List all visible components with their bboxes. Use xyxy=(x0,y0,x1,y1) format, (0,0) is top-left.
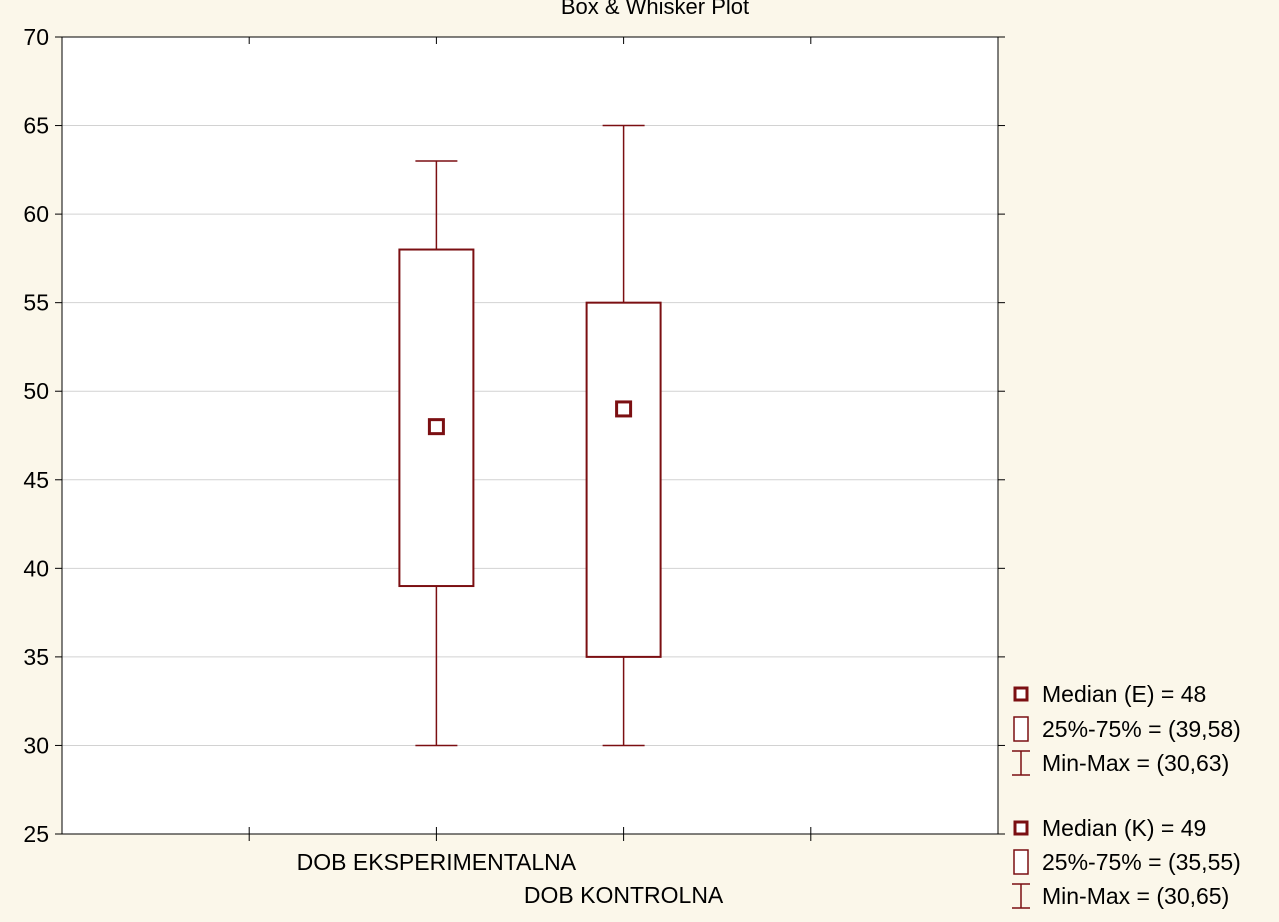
plot-frame xyxy=(61,36,999,835)
legend-label: 25%-75% = (35,55) xyxy=(1042,849,1241,875)
median-marker xyxy=(427,418,445,436)
legend: Median (E) = 48 25%-75% = (39,58) Min-Max … xyxy=(1012,681,1241,909)
legend-label: Min-Max = (30,63) xyxy=(1042,750,1229,776)
y-tick-label: 55 xyxy=(23,290,49,316)
legend-label: Median (E) = 48 xyxy=(1042,681,1206,707)
grid-lines xyxy=(62,125,998,746)
legend-label: 25%-75% = (39,58) xyxy=(1042,716,1241,742)
y-tick-label: 25 xyxy=(23,821,49,847)
legend-label: Min-Max = (30,65) xyxy=(1042,883,1229,909)
y-tick-label: 40 xyxy=(23,555,49,581)
legend-label: Median (K) = 49 xyxy=(1042,815,1206,841)
x-category-label: DOB EKSPERIMENTALNA xyxy=(297,849,577,875)
x-axis: DOB EKSPERIMENTALNA DOB KONTROLNA xyxy=(248,37,812,908)
y-tick-label: 45 xyxy=(23,467,49,493)
y-tick-label: 70 xyxy=(23,24,49,50)
legend-box-symbol xyxy=(1013,716,1029,742)
y-axis: 25 30 35 40 45 50 55 60 65 70 xyxy=(23,24,1005,847)
legend-median-symbol xyxy=(1013,686,1029,702)
legend-median-symbol xyxy=(1013,820,1029,836)
iqr-box xyxy=(585,301,662,658)
y-tick-label: 65 xyxy=(23,113,49,139)
y-tick-label: 50 xyxy=(23,378,49,404)
median-marker xyxy=(615,400,633,418)
boxes xyxy=(398,124,662,747)
legend-box-symbol xyxy=(1013,849,1029,875)
y-tick-label: 60 xyxy=(23,201,49,227)
y-tick-label: 30 xyxy=(23,732,49,758)
chart-title: Box & Whisker Plot xyxy=(561,0,749,19)
x-category-label: DOB KONTROLNA xyxy=(524,882,724,908)
y-tick-label: 35 xyxy=(23,644,49,670)
iqr-box xyxy=(398,248,475,588)
plot-area xyxy=(62,37,998,834)
